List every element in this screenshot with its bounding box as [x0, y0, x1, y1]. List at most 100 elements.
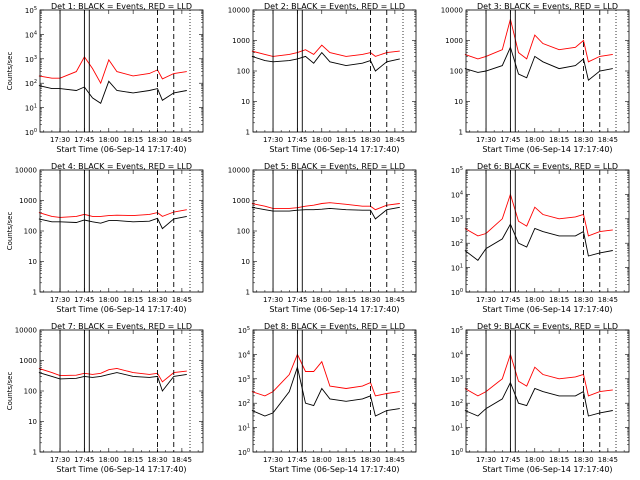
x-tick-label: 17:30: [50, 296, 70, 304]
x-tick-label: 17:45: [500, 136, 520, 144]
x-tick-label: 17:30: [263, 296, 283, 304]
x-axis-label: Start Time (06-Sep-14 17:17:40): [56, 145, 186, 154]
chart-title: Det 4: BLACK = Events, RED = LLD: [51, 162, 192, 171]
x-tick-label: 17:30: [476, 456, 496, 464]
x-tick-label: 18:30: [573, 296, 593, 304]
series-line: [251, 206, 400, 220]
y-tick-label: 101: [451, 424, 463, 433]
x-axis-label: Start Time (06-Sep-14 17:17:40): [482, 305, 612, 314]
x-tick-label: 17:45: [74, 296, 94, 304]
x-tick-label: 18:00: [312, 296, 332, 304]
x-tick-label: 18:45: [172, 296, 192, 304]
x-tick-label: 18:30: [573, 136, 593, 144]
y-tick-label: 10000: [441, 7, 463, 15]
y-tick-label: 10000: [228, 7, 250, 15]
x-axis-label: Start Time (06-Sep-14 17:17:40): [269, 145, 399, 154]
x-tick-label: 17:45: [287, 136, 307, 144]
series-line: [464, 46, 613, 82]
chart-title: Det 2: BLACK = Events, RED = LLD: [264, 2, 405, 11]
x-tick-label: 17:45: [287, 456, 307, 464]
y-tick-label: 1: [246, 129, 250, 137]
chart-panel: Det 2: BLACK = Events, RED = LLD Start Ti…: [228, 2, 417, 154]
y-axis-label: Counts/sec: [6, 52, 14, 91]
x-tick-label: 18:30: [360, 456, 380, 464]
x-axis-label: Start Time (06-Sep-14 17:17:40): [482, 145, 612, 154]
chart-panel: Det 5: BLACK = Events, RED = LLD Start Ti…: [228, 162, 417, 314]
y-tick-label: 1000: [232, 37, 250, 45]
y-tick-label: 103: [451, 375, 463, 384]
chart-title: Det 3: BLACK = Events, RED = LLD: [477, 2, 618, 11]
y-tick-label: 10: [28, 418, 37, 426]
y-tick-label: 1000: [232, 197, 250, 205]
y-tick-label: 103: [238, 375, 250, 384]
series-line: [38, 215, 187, 230]
y-tick-label: 102: [25, 79, 37, 88]
x-axis-label: Start Time (06-Sep-14 17:17:40): [269, 465, 399, 474]
x-tick-label: 18:45: [598, 456, 618, 464]
series-line: [38, 209, 187, 218]
y-tick-label: 102: [451, 399, 463, 408]
x-axis-label: Start Time (06-Sep-14 17:17:40): [482, 465, 612, 474]
x-axis-label: Start Time (06-Sep-14 17:17:40): [269, 305, 399, 314]
series-line: [251, 44, 400, 57]
y-tick-label: 101: [451, 264, 463, 273]
y-tick-label: 105: [25, 6, 37, 15]
y-tick-label: 10: [241, 98, 250, 106]
x-tick-label: 18:00: [525, 136, 545, 144]
series-line: [251, 51, 400, 72]
y-tick-label: 1: [459, 129, 463, 137]
chart-title: Det 5: BLACK = Events, RED = LLD: [264, 162, 405, 171]
x-tick-label: 18:45: [385, 136, 405, 144]
x-tick-label: 18:45: [172, 456, 192, 464]
y-tick-label: 104: [238, 350, 250, 359]
plot-frame: [252, 329, 417, 453]
plot-frame: [39, 169, 204, 293]
y-tick-label: 100: [237, 228, 250, 236]
series-line: [251, 365, 400, 417]
chart-panel: Det 3: BLACK = Events, RED = LLD Start Ti…: [441, 2, 630, 154]
chart-panel: Det 1: BLACK = Events, RED = LLD Start Ti…: [6, 2, 204, 154]
plot-frame: [39, 329, 204, 453]
x-tick-label: 17:30: [50, 456, 70, 464]
x-tick-label: 18:30: [147, 136, 167, 144]
y-tick-label: 100: [450, 68, 463, 76]
y-tick-label: 1: [33, 289, 37, 297]
series-line: [251, 353, 400, 397]
y-tick-label: 100: [25, 128, 37, 137]
chart-panel: Det 6: BLACK = Events, RED = LLD Start Ti…: [451, 162, 630, 314]
x-tick-label: 18:00: [99, 456, 119, 464]
y-tick-label: 1: [33, 449, 37, 457]
x-tick-label: 18:30: [147, 296, 167, 304]
chart-title: Det 8: BLACK = Events, RED = LLD: [264, 322, 405, 331]
plot-frame: [465, 329, 630, 453]
y-tick-label: 100: [237, 68, 250, 76]
y-tick-label: 105: [451, 326, 463, 335]
x-tick-label: 18:15: [336, 136, 356, 144]
x-tick-label: 17:30: [476, 136, 496, 144]
x-tick-label: 18:00: [312, 456, 332, 464]
x-tick-label: 18:15: [123, 296, 143, 304]
x-tick-label: 18:45: [172, 136, 192, 144]
x-tick-label: 17:30: [263, 136, 283, 144]
x-tick-label: 18:30: [360, 136, 380, 144]
y-tick-label: 103: [25, 55, 37, 64]
y-tick-label: 10000: [15, 327, 37, 335]
y-tick-label: 1: [246, 289, 250, 297]
series-line: [464, 381, 613, 417]
x-tick-label: 18:15: [336, 456, 356, 464]
plot-frame: [465, 169, 630, 293]
x-tick-label: 18:30: [147, 456, 167, 464]
x-tick-label: 18:15: [549, 456, 569, 464]
y-tick-label: 10000: [228, 167, 250, 175]
y-tick-label: 100: [451, 448, 463, 457]
chart-title: Det 6: BLACK = Events, RED = LLD: [477, 162, 618, 171]
x-tick-label: 17:45: [74, 456, 94, 464]
x-tick-label: 18:30: [360, 296, 380, 304]
y-tick-label: 100: [238, 448, 250, 457]
chart-panel: Det 4: BLACK = Events, RED = LLD Start Ti…: [6, 162, 204, 314]
x-tick-label: 18:45: [385, 296, 405, 304]
y-tick-label: 103: [451, 215, 463, 224]
series-line: [251, 202, 400, 211]
y-axis-label: Counts/sec: [6, 212, 14, 251]
